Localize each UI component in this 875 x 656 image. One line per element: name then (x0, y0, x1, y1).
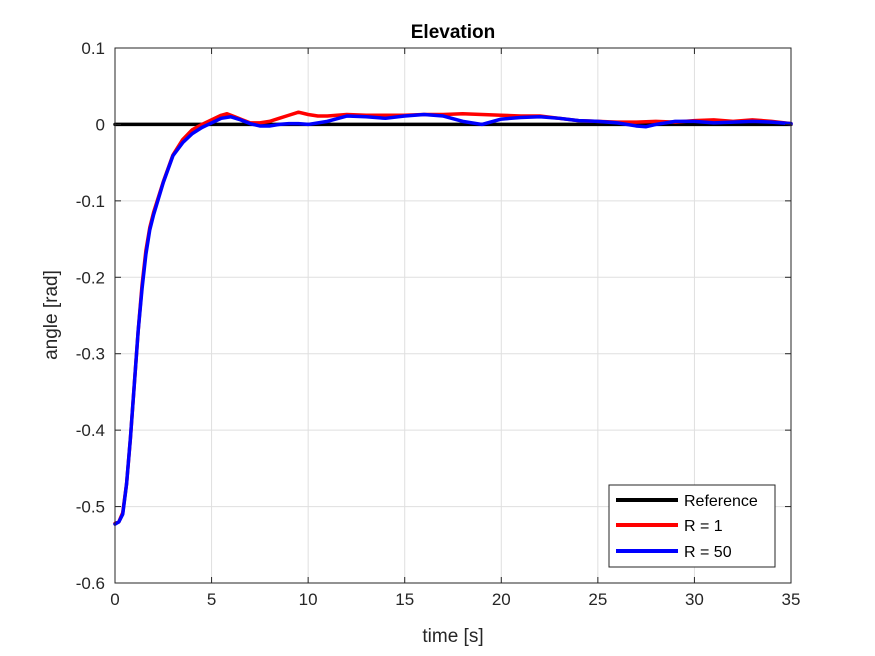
x-tick-label: 5 (207, 590, 216, 609)
series-lines (113, 110, 793, 526)
x-tick-label: 35 (782, 590, 801, 609)
legend-label-r1: R = 1 (684, 518, 723, 535)
x-tick-label: 15 (395, 590, 414, 609)
x-tick-label: 10 (299, 590, 318, 609)
plot-frame (114, 47, 792, 584)
series-line-r50 (113, 112, 793, 526)
y-tick-label: -0.6 (76, 574, 105, 593)
x-tick-label: 25 (588, 590, 607, 609)
x-tick-label: 20 (492, 590, 511, 609)
x-axis-title: time [s] (422, 626, 483, 647)
legend-label-r50: R = 50 (684, 544, 732, 561)
y-tick-label: -0.3 (76, 345, 105, 364)
legend: Reference R = 1 R = 50 (608, 484, 776, 568)
chart-title: Elevation (411, 22, 495, 43)
axis-ticks: 0 5 10 15 20 25 30 35 0.1 0 -0.1 -0.2 -0.3 -0.4 -0.5 -0… (76, 39, 801, 609)
y-tick-label: -0.4 (76, 421, 105, 440)
y-tick-label: -0.2 (76, 268, 105, 287)
y-tick-label: 0.1 (81, 39, 105, 58)
y-tick-label: -0.5 (76, 498, 105, 517)
x-tick-label: 0 (110, 590, 119, 609)
y-tick-label: 0 (96, 115, 105, 134)
y-axis-title: angle [rad] (41, 270, 62, 360)
y-tick-label: -0.1 (76, 192, 105, 211)
legend-label-reference: Reference (684, 493, 758, 510)
x-tick-label: 30 (685, 590, 704, 609)
